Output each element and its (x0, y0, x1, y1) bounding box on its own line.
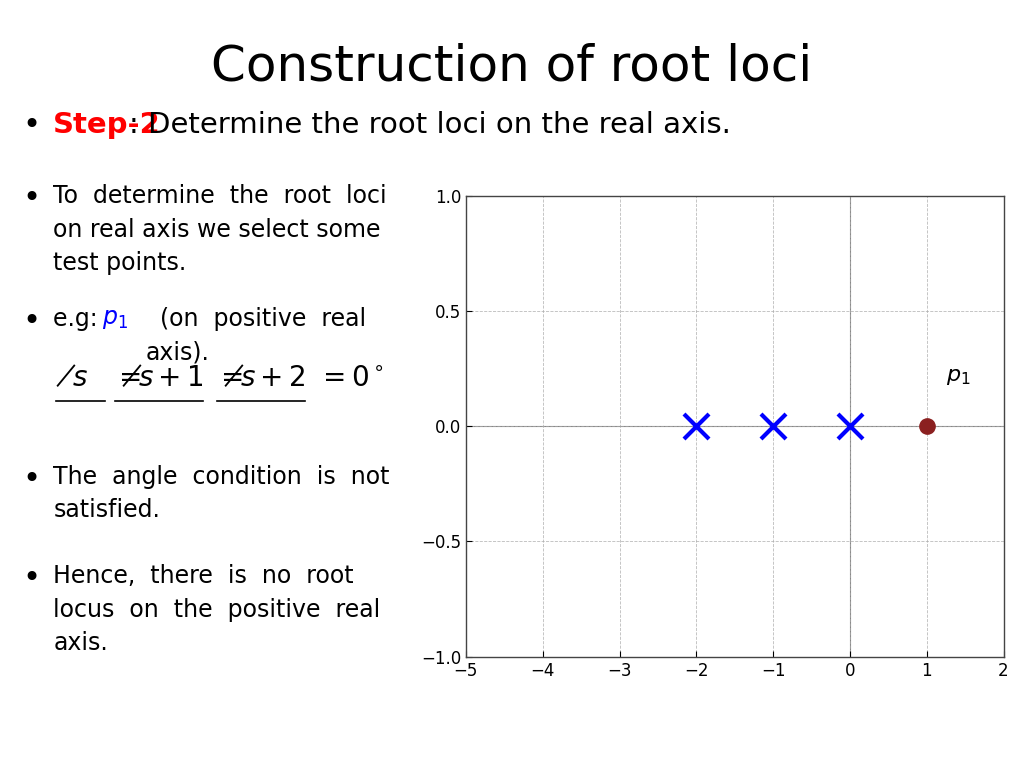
Text: $p_1$: $p_1$ (102, 307, 128, 331)
Text: •: • (23, 465, 41, 494)
Text: $p_1$: $p_1$ (946, 367, 971, 387)
Text: $= 0^\circ$: $= 0^\circ$ (317, 364, 384, 392)
Text: e.g:: e.g: (53, 307, 113, 331)
Text: •: • (23, 184, 41, 214)
Text: $\!\not\!s$: $\!\not\!s$ (56, 364, 88, 392)
Text: $= \!\not\!s + 2$: $= \!\not\!s + 2$ (215, 364, 305, 392)
Text: Hence,  there  is  no  root
locus  on  the  positive  real
axis.: Hence, there is no root locus on the pos… (53, 564, 381, 655)
Text: The  angle  condition  is  not
satisfied.: The angle condition is not satisfied. (53, 465, 390, 522)
Text: To  determine  the  root  loci
on real axis we select some
test points.: To determine the root loci on real axis … (53, 184, 387, 275)
Text: $= \!\not\!s + 1$: $= \!\not\!s + 1$ (113, 364, 203, 392)
Text: •: • (23, 307, 41, 336)
Text: : Determine the root loci on the real axis.: : Determine the root loci on the real ax… (129, 111, 731, 139)
Text: Step-2: Step-2 (53, 111, 161, 139)
Text: Construction of root loci: Construction of root loci (211, 42, 813, 91)
Text: (on  positive  real
axis).: (on positive real axis). (145, 307, 367, 365)
Text: •: • (23, 111, 41, 141)
Text: •: • (23, 564, 41, 594)
